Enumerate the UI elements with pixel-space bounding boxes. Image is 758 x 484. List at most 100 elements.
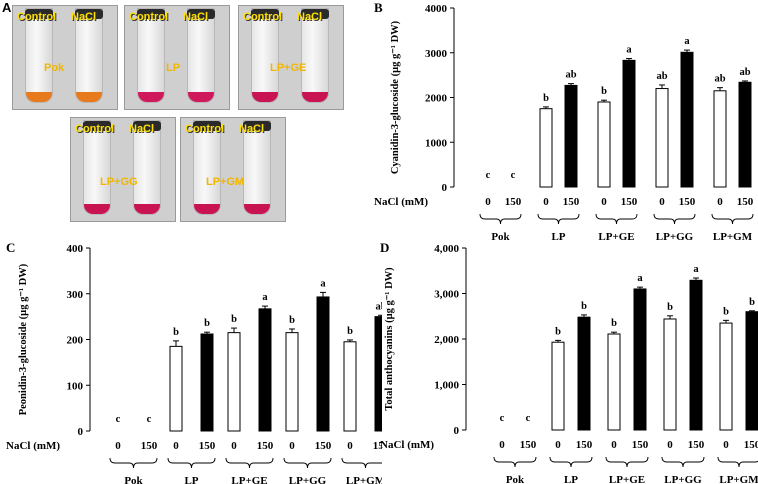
x-axis-label: NaCl (mM) bbox=[380, 439, 434, 451]
nacl-level-label: 0 bbox=[659, 196, 665, 208]
bar bbox=[227, 332, 241, 432]
bar bbox=[622, 59, 636, 188]
group-brace bbox=[225, 457, 274, 469]
test-tube bbox=[83, 120, 111, 215]
nacl-level-label: 150 bbox=[563, 196, 580, 208]
bar bbox=[713, 90, 727, 188]
y-tick-label: 400 bbox=[67, 243, 84, 255]
group-label: LP bbox=[184, 475, 198, 484]
photo-lp-gm: Control NaCl bbox=[180, 117, 286, 222]
group-label: LP+GG bbox=[289, 475, 327, 484]
significance-letter: ab bbox=[375, 301, 382, 312]
nacl-level-label: 0 bbox=[115, 440, 121, 452]
bar bbox=[577, 316, 591, 431]
treatment-label: Pok bbox=[44, 62, 65, 74]
significance-letter: c bbox=[526, 413, 531, 424]
y-axis-label: Total anthocyanins (µg g⁻¹ DW) bbox=[384, 267, 395, 411]
group-brace bbox=[605, 456, 649, 468]
bar bbox=[655, 88, 669, 188]
significance-letter: b bbox=[611, 318, 617, 329]
group-brace bbox=[109, 457, 158, 469]
group-label: LP+GE bbox=[609, 474, 645, 484]
bar bbox=[719, 322, 733, 431]
significance-letter: a bbox=[693, 264, 699, 275]
x-axis-label: NaCl (mM) bbox=[374, 196, 428, 208]
y-tick-label: 2000 bbox=[425, 93, 448, 105]
bar bbox=[539, 108, 553, 188]
x-axis-label: NaCl (mM) bbox=[6, 440, 60, 452]
group-brace bbox=[661, 456, 705, 468]
group-brace bbox=[167, 457, 216, 469]
bar bbox=[745, 311, 758, 431]
control-label: Control bbox=[75, 123, 115, 135]
significance-letter: c bbox=[147, 414, 152, 425]
nacl-level-label: 0 bbox=[543, 196, 549, 208]
nacl-level-label: 0 bbox=[667, 439, 673, 451]
nacl-label: NaCl bbox=[129, 123, 155, 135]
y-tick-label: 3000 bbox=[425, 48, 448, 60]
nacl-level-label: 0 bbox=[499, 439, 505, 451]
group-brace bbox=[493, 456, 537, 468]
control-label: Control bbox=[17, 11, 57, 23]
nacl-level-label: 150 bbox=[576, 439, 593, 451]
panel-letter: C bbox=[6, 240, 15, 255]
group-brace bbox=[595, 213, 638, 225]
group-brace bbox=[711, 213, 754, 225]
nacl-level-label: 0 bbox=[289, 440, 295, 452]
y-tick-label: 0 bbox=[78, 426, 84, 438]
nacl-level-label: 150 bbox=[688, 439, 705, 451]
group-label: LP+GM bbox=[346, 475, 382, 484]
significance-letter: b bbox=[581, 301, 587, 312]
bar bbox=[663, 318, 677, 431]
group-label: Pok bbox=[491, 231, 510, 243]
panel-letter-a: A bbox=[2, 0, 12, 15]
bar bbox=[551, 341, 565, 431]
bar bbox=[200, 333, 214, 432]
significance-letter: c bbox=[500, 413, 505, 424]
group-brace bbox=[549, 456, 593, 468]
group-label: LP+GE bbox=[231, 475, 267, 484]
significance-letter: ab bbox=[565, 70, 576, 81]
significance-letter: b bbox=[204, 318, 210, 329]
test-tube bbox=[243, 120, 271, 215]
group-label: Pok bbox=[506, 474, 525, 484]
y-tick-label: 4,000 bbox=[434, 243, 459, 255]
bar bbox=[607, 333, 621, 431]
significance-letter: b bbox=[667, 302, 673, 313]
y-tick-label: 2,000 bbox=[434, 334, 459, 346]
test-tube bbox=[193, 120, 221, 215]
significance-letter: c bbox=[486, 170, 491, 181]
nacl-level-label: 150 bbox=[257, 440, 274, 452]
group-brace bbox=[283, 457, 332, 469]
group-label: LP bbox=[551, 231, 565, 243]
y-axis-label: Peonidin-3-glucoside (µg g⁻¹ DW) bbox=[18, 263, 29, 415]
group-brace bbox=[537, 213, 580, 225]
group-label: Pok bbox=[124, 475, 143, 484]
nacl-level-label: 0 bbox=[231, 440, 237, 452]
significance-letter: b bbox=[749, 297, 755, 308]
significance-letter: a bbox=[262, 292, 268, 303]
significance-letter: b bbox=[555, 326, 561, 337]
test-tube bbox=[301, 8, 329, 103]
significance-letter: b bbox=[173, 327, 179, 338]
significance-letter: ab bbox=[656, 71, 667, 82]
treatment-label: LP+GE bbox=[270, 62, 307, 74]
significance-letter: a bbox=[320, 278, 326, 289]
bar bbox=[738, 81, 752, 188]
photo-lp-gg: Control NaCl bbox=[70, 117, 176, 222]
significance-letter: c bbox=[116, 414, 121, 425]
group-brace bbox=[341, 457, 382, 469]
y-axis-label: Cyanidin-3-glucoside (µg g⁻¹ DW) bbox=[390, 20, 401, 174]
significance-letter: b bbox=[231, 314, 237, 325]
panel-letter: B bbox=[374, 0, 383, 15]
nacl-level-label: 150 bbox=[737, 196, 754, 208]
group-label: LP bbox=[564, 474, 578, 484]
test-tube bbox=[137, 8, 165, 103]
group-brace bbox=[479, 213, 522, 225]
photo-pok: Control NaCl bbox=[12, 5, 118, 110]
bar bbox=[316, 296, 330, 432]
test-tube bbox=[75, 8, 103, 103]
bar bbox=[564, 84, 578, 188]
y-tick-label: 300 bbox=[67, 289, 84, 301]
test-tube bbox=[251, 8, 279, 103]
